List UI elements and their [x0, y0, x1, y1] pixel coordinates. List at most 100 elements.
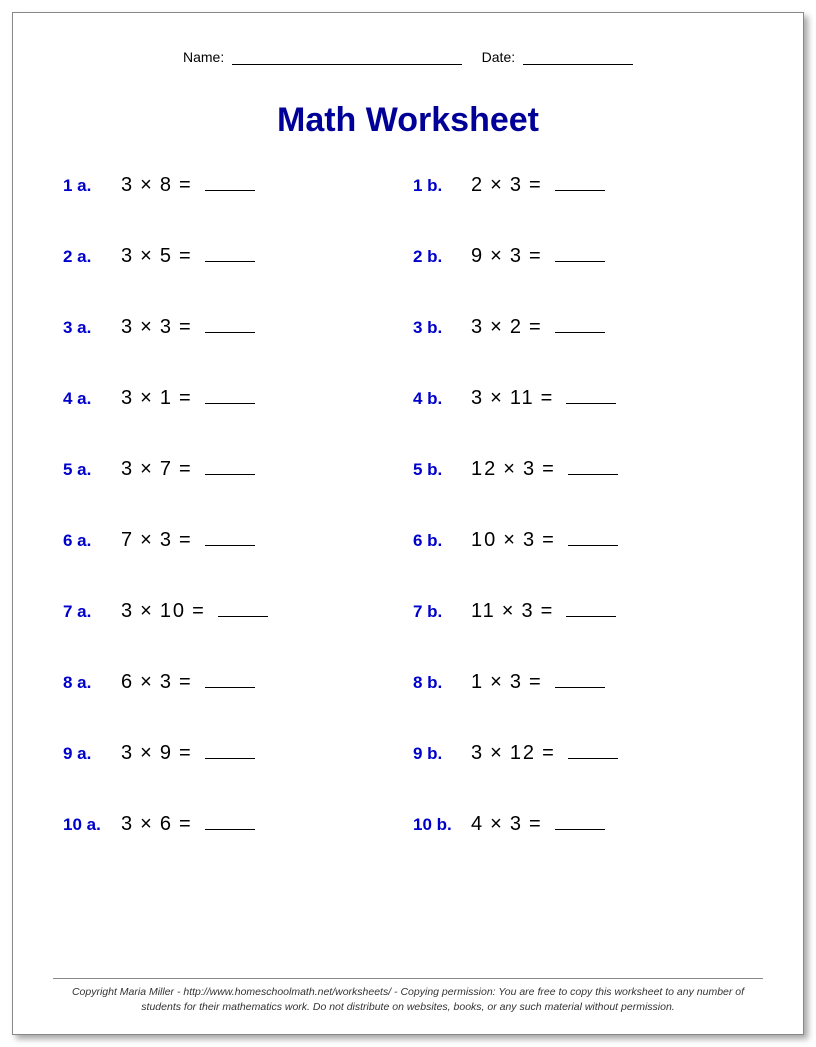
problem-label: 2 a.	[63, 247, 121, 267]
answer-blank[interactable]	[555, 814, 605, 830]
equals-symbol: =	[192, 600, 206, 623]
worksheet-page: Name: Date: Math Worksheet 1 a.3×8=1 b.2…	[12, 12, 804, 1035]
answer-blank[interactable]	[555, 175, 605, 191]
answer-blank[interactable]	[205, 317, 255, 333]
answer-blank[interactable]	[205, 743, 255, 759]
problem-label: 4 a.	[63, 389, 121, 409]
answer-blank[interactable]	[568, 459, 618, 475]
answer-blank[interactable]	[205, 388, 255, 404]
operand-a: 3	[471, 387, 484, 410]
operand-b: 3	[510, 245, 523, 268]
equals-symbol: =	[529, 316, 543, 339]
problem-expression: 12×3=	[471, 458, 618, 481]
answer-blank[interactable]	[205, 530, 255, 546]
name-label: Name:	[183, 49, 224, 65]
multiply-symbol: ×	[490, 387, 504, 410]
problem-cell: 5 b.12×3=	[413, 458, 753, 481]
operand-a: 9	[471, 245, 484, 268]
answer-blank[interactable]	[568, 530, 618, 546]
problem-cell: 10 b.4 × 3 =	[413, 813, 753, 836]
problem-cell: 6 a.7×3=	[63, 529, 403, 552]
operand-b: 8	[160, 174, 173, 197]
date-blank[interactable]	[523, 51, 633, 65]
problem-label: 3 a.	[63, 318, 121, 338]
problem-expression: 3×3=	[121, 316, 255, 339]
answer-blank[interactable]	[205, 814, 255, 830]
operand-a: 3	[121, 813, 134, 836]
problem-grid: 1 a.3×8=1 b.2×3=2 a.3×5=2 b.9×3=3 a.3×3=…	[53, 174, 763, 836]
problem-cell: 5 a.3×7=	[63, 458, 403, 481]
operand-a: 7	[121, 529, 134, 552]
operand-a: 3	[121, 174, 134, 197]
problem-label: 8 a.	[63, 673, 121, 693]
problem-cell: 7 a.3×10=	[63, 600, 403, 623]
answer-blank[interactable]	[205, 175, 255, 191]
problem-label: 5 a.	[63, 460, 121, 480]
answer-blank[interactable]	[555, 246, 605, 262]
answer-blank[interactable]	[555, 317, 605, 333]
problem-cell: 7 b.11×3=	[413, 600, 753, 623]
multiply-symbol: ×	[490, 813, 504, 836]
answer-blank[interactable]	[218, 601, 268, 617]
answer-blank[interactable]	[568, 743, 618, 759]
operand-a: 4	[471, 813, 484, 836]
answer-blank[interactable]	[566, 601, 616, 617]
page-title: Math Worksheet	[53, 101, 763, 140]
multiply-symbol: ×	[140, 174, 154, 197]
operand-a: 11	[471, 600, 496, 623]
equals-symbol: =	[179, 387, 193, 410]
problem-expression: 3×2=	[471, 316, 605, 339]
problem-label: 6 b.	[413, 531, 471, 551]
multiply-symbol: ×	[503, 529, 517, 552]
answer-blank[interactable]	[205, 672, 255, 688]
problem-expression: 3×7=	[121, 458, 255, 481]
problem-expression: 9×3=	[471, 245, 605, 268]
multiply-symbol: ×	[140, 387, 154, 410]
multiply-symbol: ×	[140, 245, 154, 268]
operand-a: 3	[121, 387, 134, 410]
equals-symbol: =	[179, 458, 193, 481]
operand-b: 7	[160, 458, 173, 481]
problem-cell: 3 a.3×3=	[63, 316, 403, 339]
problem-expression: 2×3=	[471, 174, 605, 197]
multiply-symbol: ×	[140, 458, 154, 481]
operand-a: 10	[471, 529, 497, 552]
operand-a: 12	[471, 458, 497, 481]
answer-blank[interactable]	[555, 672, 605, 688]
problem-expression: 3×9=	[121, 742, 255, 765]
answer-blank[interactable]	[205, 246, 255, 262]
problem-expression: 3×6=	[121, 813, 255, 836]
equals-symbol: =	[529, 813, 543, 836]
multiply-symbol: ×	[490, 742, 504, 765]
equals-symbol: =	[542, 529, 556, 552]
operand-b: 5	[160, 245, 173, 268]
problem-cell: 6 b.10×3=	[413, 529, 753, 552]
problem-label: 10 a.	[63, 815, 121, 835]
answer-blank[interactable]	[205, 459, 255, 475]
problem-expression: 4 × 3 =	[471, 813, 605, 836]
multiply-symbol: ×	[502, 600, 516, 623]
problem-expression: 3×8=	[121, 174, 255, 197]
operand-a: 3	[471, 316, 484, 339]
problem-expression: 1×3=	[471, 671, 605, 694]
equals-symbol: =	[179, 529, 193, 552]
operand-b: 3	[160, 316, 173, 339]
equals-symbol: =	[529, 174, 543, 197]
problem-label: 8 b.	[413, 673, 471, 693]
equals-symbol: =	[541, 600, 555, 623]
name-blank[interactable]	[232, 51, 462, 65]
operand-a: 6	[121, 671, 134, 694]
multiply-symbol: ×	[140, 671, 154, 694]
operand-a: 3	[121, 600, 134, 623]
answer-blank[interactable]	[566, 388, 616, 404]
operand-b: 3	[510, 813, 523, 836]
operand-a: 3	[471, 742, 484, 765]
operand-b: 9	[160, 742, 173, 765]
problem-label: 1 a.	[63, 176, 121, 196]
problem-expression: 3×1=	[121, 387, 255, 410]
problem-label: 10 b.	[413, 815, 471, 835]
problem-cell: 9 b.3×12=	[413, 742, 753, 765]
problem-expression: 11×3=	[471, 600, 616, 623]
problem-label: 9 a.	[63, 744, 121, 764]
equals-symbol: =	[529, 671, 543, 694]
